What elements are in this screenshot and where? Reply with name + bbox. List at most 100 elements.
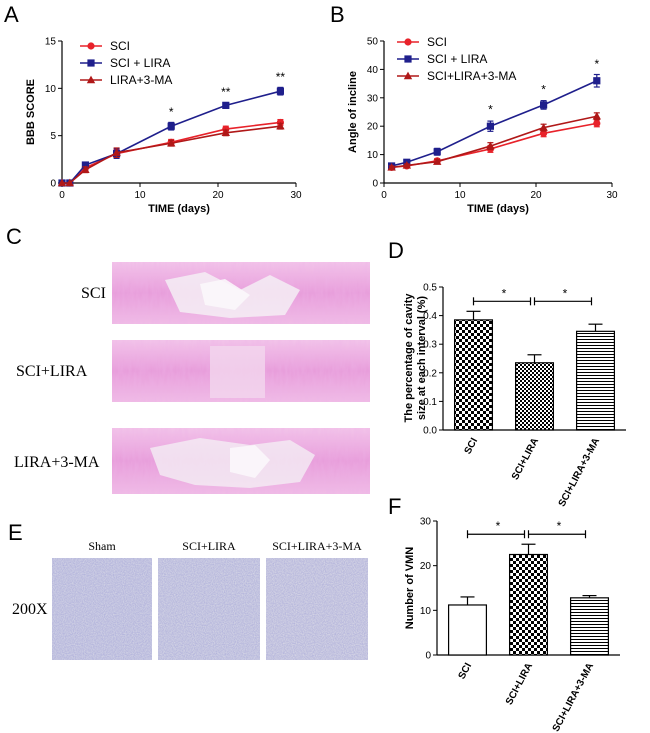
panel-letter-d: D	[388, 238, 404, 263]
microscopy-image-sci-lira	[158, 558, 260, 660]
data-point	[167, 138, 176, 147]
data-point	[387, 162, 396, 171]
y-axis-title: Angle of incline	[347, 71, 359, 153]
series-line	[62, 125, 281, 184]
x-tick-label: 0	[59, 190, 65, 201]
significance-mark: *	[488, 102, 493, 116]
panel-letter-f: F	[388, 494, 401, 519]
data-point	[593, 77, 601, 85]
significance-mark: *	[541, 83, 546, 97]
panel-c-histology: SCI SCI+LIRA LIRA+3-MA	[14, 262, 370, 494]
data-point	[486, 141, 495, 150]
data-point	[593, 119, 601, 127]
y-tick-label: 10	[420, 606, 432, 617]
microscopy-image-sci-lira-3ma	[266, 558, 368, 660]
data-point	[402, 160, 411, 169]
x-tick-label: SCI+LIRA	[504, 661, 535, 707]
data-point	[221, 128, 230, 137]
data-point	[81, 165, 90, 173]
legend-marker	[87, 59, 95, 67]
x-tick-label: 30	[606, 190, 618, 201]
legend-marker	[87, 42, 95, 50]
data-point	[112, 148, 121, 156]
column-label-sci-lira-3ma: SCI+LIRA+3-MA	[272, 539, 362, 553]
x-tick-label: 10	[454, 190, 466, 201]
significance-mark: **	[276, 70, 286, 84]
y-tick-label: 10	[367, 150, 379, 161]
x-tick-label: 10	[134, 190, 146, 201]
legend-label: SCI	[427, 35, 447, 49]
data-point	[276, 87, 284, 95]
magnification-label: 200X	[12, 601, 48, 618]
data-point	[81, 161, 89, 169]
x-tick-label: 30	[290, 190, 302, 201]
data-point	[276, 121, 285, 130]
x-tick-label: SCI+LIRA	[510, 436, 541, 482]
y-tick-label: 0.2	[423, 368, 437, 379]
row-label-sci: SCI	[81, 285, 106, 302]
x-tick-label: SCI	[463, 436, 481, 456]
panel-letter-a: A	[4, 2, 19, 27]
histology-image-sci	[112, 262, 370, 324]
x-tick-label: SCI+LIRA+3-MA	[551, 661, 596, 733]
data-point	[433, 157, 442, 165]
legend-label: SCI	[110, 39, 130, 53]
data-point	[222, 101, 230, 109]
series-line	[62, 121, 281, 184]
data-point	[433, 148, 441, 156]
data-point	[540, 101, 548, 109]
y-tick-label: 0.1	[423, 397, 437, 408]
y-tick-label: 0.3	[423, 340, 437, 351]
row-label-sci-lira: SCI+LIRA	[16, 363, 88, 380]
legend-label: SCI+LIRA+3-MA	[427, 69, 516, 83]
data-point	[592, 111, 601, 120]
panel-letter-b: B	[330, 2, 345, 27]
y-tick-label: 5	[50, 131, 56, 142]
bar	[514, 362, 555, 431]
significance-mark: *	[169, 105, 174, 119]
panel-e-microscopy: Sham SCI+LIRA SCI+LIRA+3-MA 200X	[12, 539, 368, 660]
x-tick-label: 20	[530, 190, 542, 201]
row-label-lira-3ma: LIRA+3-MA	[14, 454, 100, 471]
y-tick-label: 40	[367, 65, 379, 76]
x-tick-label: 0	[381, 190, 387, 201]
chart-f-vmn-count: 0 10 20 30 SCI SCI+LIRA SCI+LIRA+3-MA * * Number …	[404, 517, 620, 733]
significance-mark: *	[496, 519, 501, 533]
x-axis-title: TIME (days)	[148, 203, 210, 215]
x-tick-label: 20	[212, 190, 224, 201]
significance-mark: *	[563, 286, 568, 300]
significance-mark: *	[502, 286, 507, 300]
y-tick-label: 0.0	[423, 426, 437, 437]
data-point	[65, 178, 74, 187]
y-tick-label: 0	[50, 179, 56, 190]
bar	[447, 604, 488, 656]
panel-letter-e: E	[8, 520, 23, 545]
y-tick-label: 0.5	[423, 283, 437, 294]
legend-label: SCI + LIRA	[110, 56, 170, 70]
legend-label: SCI + LIRA	[427, 52, 487, 66]
microscopy-image-sham	[52, 558, 152, 660]
column-label-sci-lira: SCI+LIRA	[182, 539, 236, 553]
legend-label: LIRA+3-MA	[110, 73, 172, 87]
legend-marker	[403, 71, 413, 80]
y-tick-label: 20	[420, 561, 432, 572]
y-tick-label: 50	[367, 37, 379, 48]
legend-marker	[404, 38, 412, 46]
y-axis-title: BBB SCORE	[25, 79, 37, 145]
y-tick-label: 0	[372, 179, 378, 190]
significance-mark: *	[594, 57, 599, 71]
histology-image-lira-3ma	[112, 428, 370, 494]
bar	[575, 330, 616, 431]
x-tick-label: SCI+LIRA+3-MA	[557, 436, 602, 508]
data-point	[167, 122, 175, 130]
y-axis-title: Number of VMN	[404, 547, 416, 630]
legend-marker	[86, 75, 96, 84]
legend-marker	[404, 55, 412, 63]
data-point	[486, 122, 494, 130]
bar	[508, 553, 549, 656]
column-label-sham: Sham	[88, 539, 116, 553]
histology-image-sci-lira	[112, 340, 370, 402]
y-tick-label: 30	[367, 93, 379, 104]
